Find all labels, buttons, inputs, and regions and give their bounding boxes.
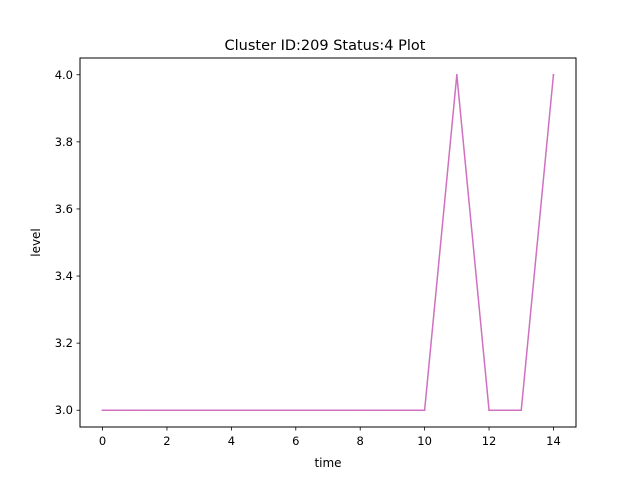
y-tick-label: 3.4: [55, 269, 73, 283]
data-point: [327, 409, 329, 412]
x-tick-label: 8: [357, 434, 364, 448]
data-point: [198, 409, 201, 412]
y-axis-label: level: [29, 228, 43, 257]
data-point: [133, 409, 136, 412]
x-tick-label: 14: [546, 434, 561, 448]
data-point: [455, 73, 458, 76]
x-tick-label: 4: [228, 434, 235, 448]
x-tick-label: 6: [292, 434, 299, 448]
y-tick-label: 3.2: [55, 336, 73, 350]
y-tick-label: 3.8: [55, 135, 73, 149]
data-point: [552, 73, 555, 76]
data-point: [230, 409, 233, 412]
x-tick-label: 10: [417, 434, 432, 448]
y-tick-label: 4.0: [55, 68, 73, 82]
y-tick-label: 3.6: [55, 202, 73, 216]
data-point: [294, 409, 297, 412]
axes-frame: [79, 57, 577, 428]
data-point: [359, 409, 362, 412]
data-point: [101, 409, 104, 412]
data-point: [166, 409, 168, 412]
data-point: [391, 409, 394, 412]
x-tick-label: 0: [99, 434, 106, 448]
data-point: [423, 409, 426, 412]
x-tick-label: 12: [482, 434, 497, 448]
data-point: [488, 409, 490, 412]
data-point: [262, 409, 265, 412]
data-point: [520, 409, 523, 412]
y-tick-label: 3.0: [55, 403, 73, 417]
x-tick-label: 2: [163, 434, 170, 448]
plot-area: [101, 73, 555, 412]
x-axis-label: time: [314, 456, 341, 470]
chart-title: Cluster ID:209 Status:4 Plot: [225, 38, 426, 54]
